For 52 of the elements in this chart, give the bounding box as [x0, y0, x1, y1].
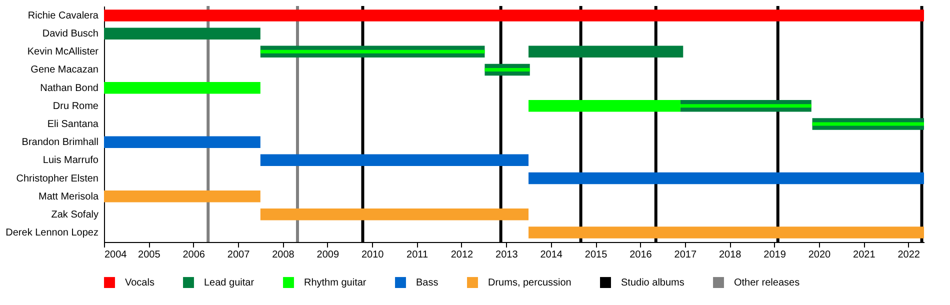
x-tick-label: 2009 [316, 250, 340, 260]
x-tick-label: 2018 [718, 250, 742, 260]
x-tick-label: 2014 [540, 250, 563, 260]
x-tick-label: 2011 [406, 250, 428, 260]
bar [260, 50, 485, 54]
legend-label: Drums, percussion [488, 278, 572, 289]
bar [812, 122, 924, 126]
bar [260, 154, 529, 166]
y-tick-label: Christopher Elsten [16, 173, 98, 184]
bar [104, 28, 260, 40]
y-tick-label: Gene Macazan [30, 64, 98, 76]
legend-label: Bass [416, 278, 438, 289]
y-tick-label: Luis Marrufo [42, 155, 99, 166]
legend-label: Studio albums [621, 278, 684, 289]
y-tick-label: Nathan Bond [40, 82, 98, 94]
x-tick-label: 2022 [898, 250, 920, 260]
bar [528, 46, 684, 58]
y-tick-label: Richie Cavalera [28, 10, 99, 22]
bar [104, 10, 924, 22]
x-tick-label: 2004 [104, 250, 128, 260]
bar [104, 190, 260, 202]
y-tick-label: Dru Rome [52, 100, 99, 112]
x-tick-label: 2013 [496, 250, 518, 260]
x-tick-label: 2006 [182, 250, 206, 260]
x-tick-label: 2021 [853, 250, 876, 260]
x-tick-label: 2019 [764, 250, 786, 260]
legend-label: Rhythm guitar [304, 278, 367, 289]
y-tick-label: David Busch [42, 28, 98, 40]
x-tick-label: 2007 [227, 250, 250, 260]
legend-label: Other releases [734, 278, 800, 289]
bar [484, 68, 530, 72]
bar [104, 82, 260, 94]
x-tick-label: 2016 [630, 250, 652, 260]
x-tick-label: 2020 [808, 250, 832, 260]
y-tick-label: Zak Sofaly [51, 209, 98, 220]
x-tick-label: 2010 [361, 250, 384, 260]
x-tick-label: 2008 [272, 250, 295, 260]
bar [528, 172, 924, 184]
bar [528, 226, 924, 238]
y-tick-label: Brandon Brimhall [22, 137, 98, 148]
bar [260, 208, 529, 220]
y-tick-label: Matt Merisola [38, 191, 99, 202]
y-tick-label: Derek Lennon Lopez [6, 228, 98, 239]
bar [104, 136, 260, 148]
legend-label: Vocals [125, 278, 154, 289]
legend-label: Lead guitar [204, 278, 255, 289]
x-tick-label: 2012 [450, 250, 474, 260]
y-tick-label: Eli Santana [47, 119, 99, 130]
x-tick-label: 2017 [674, 250, 697, 260]
x-tick-label: 2005 [138, 250, 161, 260]
x-tick-label: 2015 [584, 250, 608, 260]
y-tick-label: Kevin McAllister [27, 46, 100, 58]
